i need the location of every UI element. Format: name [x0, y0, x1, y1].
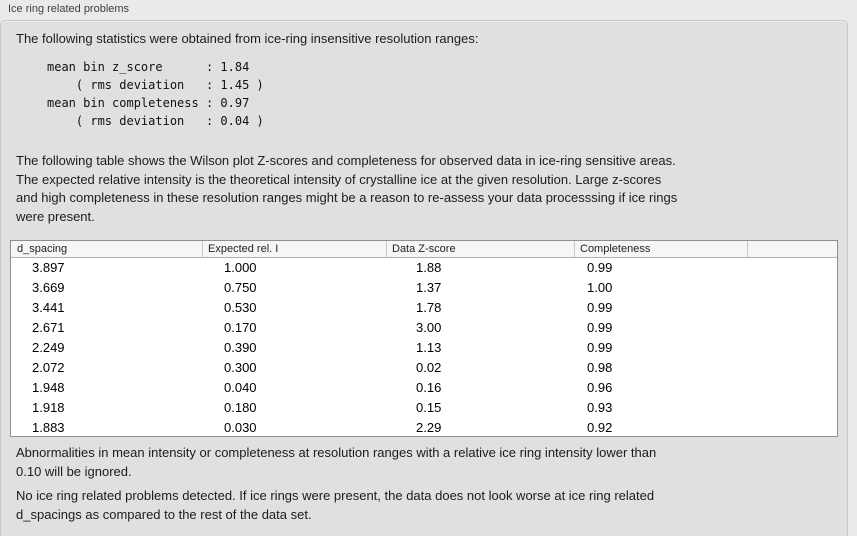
table-row[interactable]: 3.897 1.000 1.88 0.99	[11, 258, 837, 278]
table-cell: 0.92	[587, 419, 613, 435]
column-header[interactable]: d_spacing	[11, 241, 203, 257]
table-description-text: The following table shows the Wilson plo…	[16, 153, 678, 224]
table-cell: 0.99	[587, 340, 613, 355]
table-cell: 0.99	[587, 320, 613, 336]
column-header[interactable]: Expected rel. I	[203, 241, 387, 257]
table-cell: 1.948	[32, 379, 65, 395]
table-row[interactable]: 1.948 0.040 0.16 0.96	[11, 377, 837, 397]
intro-statistics-text: The following statistics were obtained f…	[16, 31, 479, 46]
mean-bin-stats-block: mean bin z_score : 1.84 ( rms deviation …	[47, 60, 264, 128]
table-cell: 2.29	[416, 419, 442, 435]
table-row[interactable]: 3.669 0.750 1.37 1.00	[11, 278, 837, 298]
table-cell: 3.669	[32, 280, 65, 296]
table-cell: 1.88	[416, 260, 442, 276]
column-header-empty[interactable]	[748, 241, 837, 257]
table-cell: 0.300	[224, 359, 257, 375]
table-cell: 0.98	[587, 359, 613, 375]
ignore-threshold-note: Abnormalities in mean intensity or compl…	[16, 445, 657, 479]
table-cell: 0.15	[416, 399, 442, 415]
table-row[interactable]: 2.671 0.170 3.00 0.99	[11, 318, 837, 338]
table-cell: 1.37	[416, 280, 442, 296]
column-header[interactable]: Completeness	[575, 241, 748, 257]
table-cell: 0.040	[224, 379, 257, 395]
table-cell: 2.249	[32, 340, 65, 355]
table-cell: 0.530	[224, 300, 257, 316]
table-cell: 0.99	[587, 260, 613, 276]
table-cell: 1.78	[416, 300, 442, 316]
table-cell: 0.750	[224, 280, 257, 296]
table-cell: 1.883	[32, 419, 65, 435]
table-cell: 0.170	[224, 320, 257, 336]
group-box-title: Ice ring related problems	[8, 3, 130, 15]
table-cell: 2.072	[32, 359, 65, 375]
table-cell: 0.93	[587, 399, 613, 415]
table-cell: 1.918	[32, 399, 65, 415]
table-cell: 0.96	[587, 379, 613, 395]
table-cell: 2.671	[32, 320, 65, 336]
table-cell: 0.02	[416, 359, 442, 375]
table-row[interactable]: 2.249 0.390 1.13 0.99	[11, 338, 837, 358]
table-cell: 0.030	[224, 419, 257, 435]
table-row[interactable]: 3.441 0.530 1.78 0.99	[11, 298, 837, 318]
table-cell: 1.000	[224, 260, 257, 276]
table-cell: 1.00	[587, 280, 613, 296]
conclusion-text: No ice ring related problems detected. I…	[16, 488, 655, 522]
table-body: 3.897 1.000 1.88 0.99 3.669 0.750 1.37 1.00 3.44…	[11, 258, 837, 436]
table-header-row: d_spacing Expected rel. I Data Z-score Comp…	[11, 241, 837, 258]
table-cell: 0.99	[587, 300, 613, 316]
ice-ring-table[interactable]: d_spacing Expected rel. I Data Z-score Comp…	[10, 240, 838, 437]
table-cell: 3.897	[32, 260, 65, 276]
table-cell: 0.16	[416, 379, 442, 395]
table-row[interactable]: 1.883 0.030 2.29 0.92	[11, 417, 837, 436]
table-cell: 0.390	[224, 340, 257, 355]
table-cell: 3.00	[416, 320, 442, 336]
table-cell: 0.180	[224, 399, 257, 415]
table-row[interactable]: 1.918 0.180 0.15 0.93	[11, 397, 837, 417]
table-row[interactable]: 2.072 0.300 0.02 0.98	[11, 357, 837, 377]
table-cell: 1.13	[416, 340, 442, 355]
table-cell: 3.441	[32, 300, 65, 316]
column-header[interactable]: Data Z-score	[387, 241, 575, 257]
